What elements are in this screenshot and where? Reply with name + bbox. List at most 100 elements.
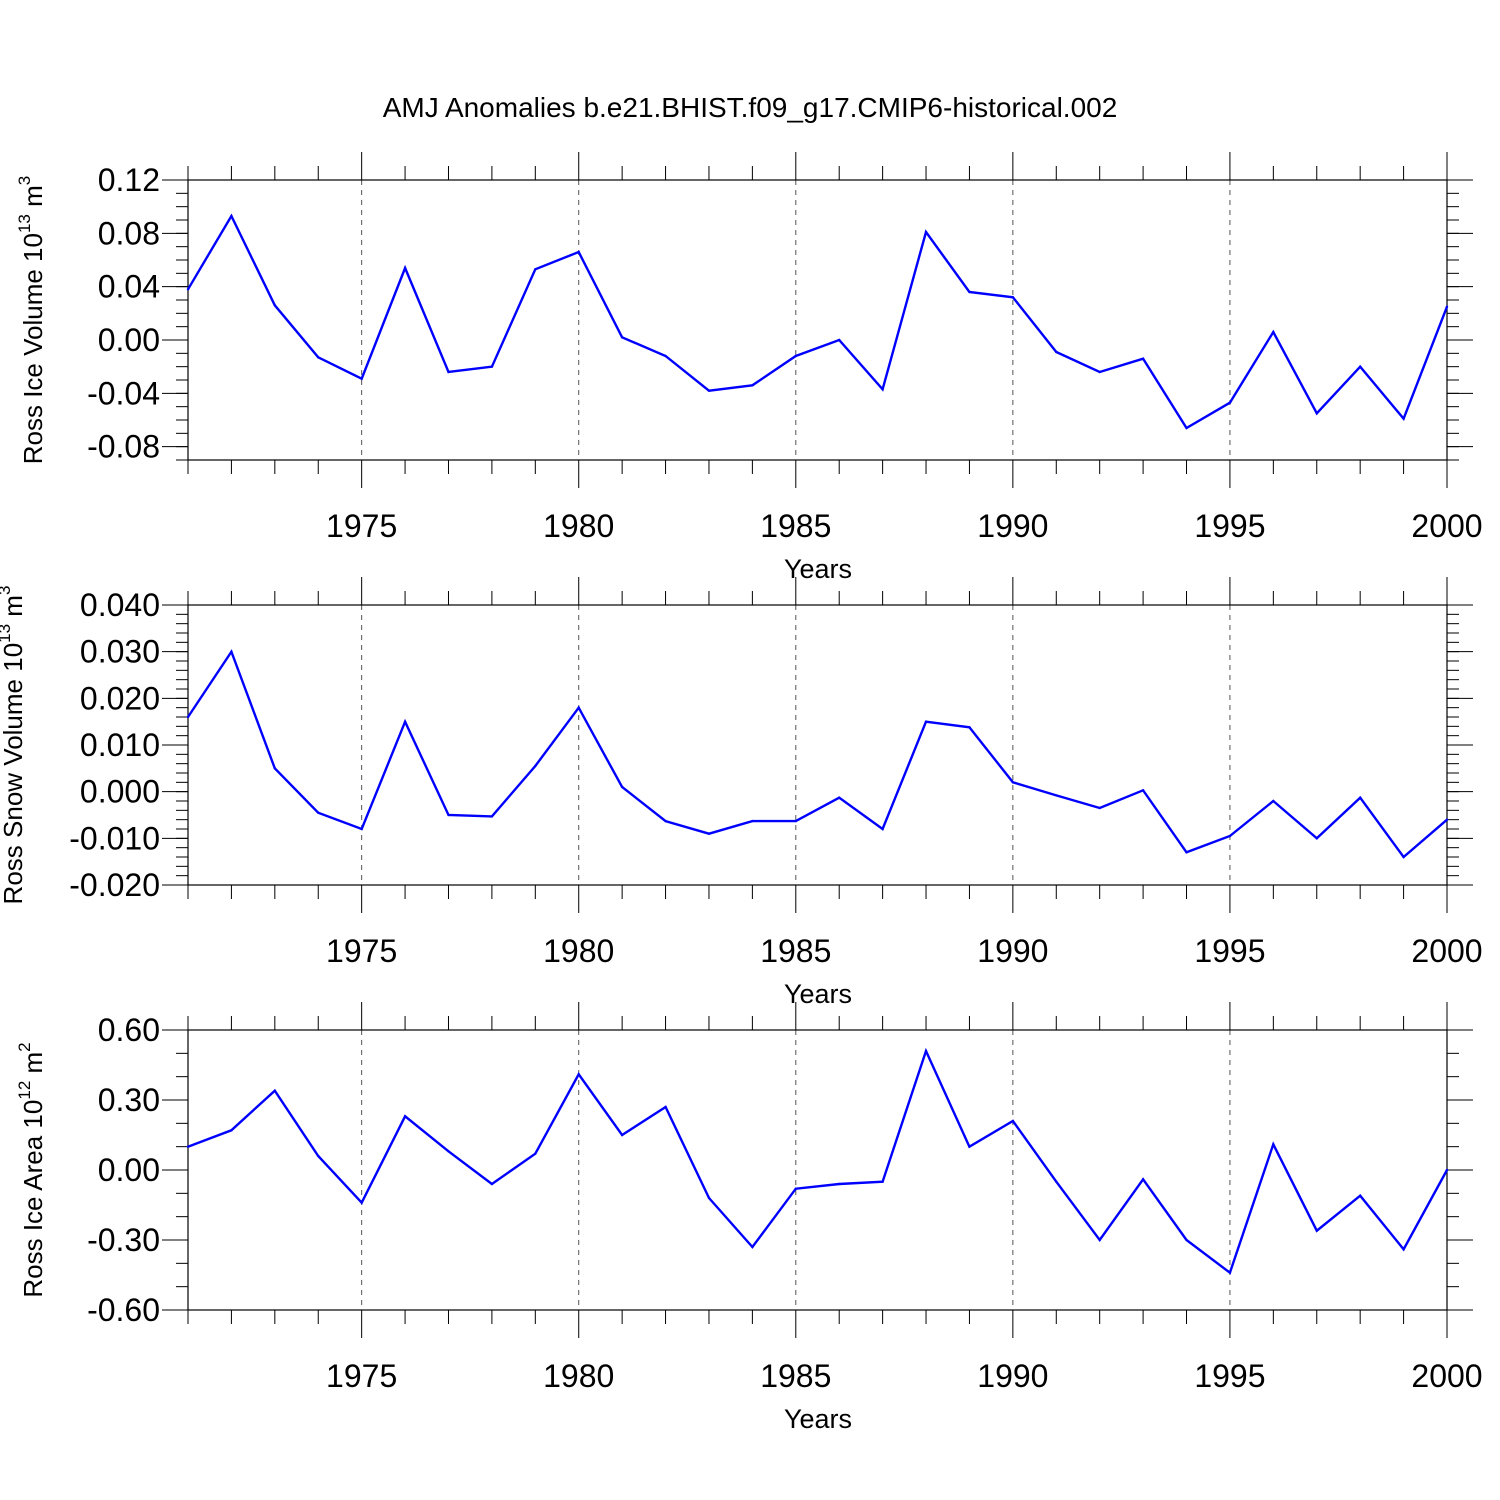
data-point	[620, 1133, 624, 1137]
data-point	[403, 720, 407, 723]
data-point	[707, 389, 711, 392]
data-point	[360, 827, 363, 831]
data-point	[1141, 789, 1145, 792]
data-point	[924, 230, 928, 234]
y-tick-label: 0.00	[98, 1152, 160, 1188]
y-tick-label: -0.020	[69, 867, 160, 903]
x-axis-label: Years	[784, 979, 852, 1009]
data-point	[317, 811, 320, 814]
x-tick-label: 1975	[326, 1358, 397, 1394]
data-point	[881, 827, 884, 831]
data-point	[1358, 796, 1362, 799]
data-point	[1055, 1180, 1058, 1183]
y-tick-label: 0.030	[80, 634, 160, 670]
data-point	[838, 338, 841, 342]
data-point	[1315, 1229, 1318, 1232]
data-point	[447, 1150, 450, 1153]
y-tick-label: -0.30	[87, 1222, 160, 1258]
series-line	[187, 649, 1448, 859]
y-axis-label: Ross Ice Area 1012 m2	[15, 1042, 48, 1297]
y-tick-label: 0.12	[98, 162, 160, 198]
data-point	[1011, 1119, 1015, 1123]
x-axis-label: Years	[784, 554, 852, 584]
data-point	[1402, 855, 1405, 859]
data-point	[317, 356, 320, 359]
data-point	[968, 1145, 971, 1148]
data-point	[707, 832, 711, 835]
y-tick-label: 0.04	[98, 269, 160, 305]
data-point	[534, 764, 537, 768]
x-tick-label: 1975	[326, 933, 397, 969]
y-tick-label: 0.00	[98, 322, 160, 358]
data-point	[1228, 1271, 1232, 1274]
data-point	[1315, 837, 1318, 840]
y-tick-label: -0.04	[87, 375, 160, 411]
data-point	[317, 1154, 320, 1158]
data-point	[881, 1180, 884, 1183]
data-point	[577, 1073, 580, 1076]
data-point	[447, 813, 450, 817]
data-point	[968, 290, 971, 294]
data-point	[1228, 401, 1232, 404]
data-point	[490, 815, 494, 818]
x-tick-label: 1990	[977, 508, 1048, 544]
chart-title: AMJ Anomalies b.e21.BHIST.f09_g17.CMIP6-…	[383, 92, 1118, 123]
data-point	[186, 715, 190, 719]
data-point	[360, 1201, 363, 1204]
x-tick-label: 1995	[1194, 1358, 1265, 1394]
data-point	[1272, 330, 1275, 334]
data-point	[1098, 806, 1101, 810]
data-point	[1228, 834, 1232, 838]
y-tick-label: -0.60	[87, 1292, 160, 1328]
y-tick-label: 0.000	[80, 774, 160, 810]
data-point	[1315, 412, 1318, 415]
data-point	[1445, 1168, 1449, 1172]
y-tick-label: 0.08	[98, 215, 160, 251]
data-point	[490, 365, 494, 368]
data-point	[794, 354, 797, 358]
data-point	[1272, 1143, 1275, 1146]
data-point	[664, 1105, 667, 1109]
data-point	[186, 288, 190, 291]
x-tick-label: 1990	[977, 1358, 1048, 1394]
y-tick-label: 0.60	[98, 1012, 160, 1048]
data-point	[838, 796, 841, 799]
x-tick-label: 1985	[760, 933, 831, 969]
data-point	[186, 1145, 190, 1148]
data-point	[1358, 365, 1362, 368]
data-point	[1402, 417, 1405, 420]
data-point	[707, 1196, 711, 1200]
data-point	[620, 785, 624, 789]
data-point	[1141, 357, 1145, 360]
data-point	[1011, 781, 1015, 784]
data-point	[1445, 305, 1449, 308]
data-point	[403, 1115, 407, 1118]
data-point	[664, 819, 667, 823]
y-tick-label: 0.010	[80, 727, 160, 763]
data-point	[751, 819, 754, 823]
x-tick-label: 1985	[760, 508, 831, 544]
data-point	[968, 726, 971, 729]
data-point	[1011, 296, 1015, 299]
data-point	[1185, 426, 1188, 430]
data-point	[1272, 799, 1275, 803]
data-point	[1358, 1194, 1362, 1197]
data-point	[1141, 1178, 1145, 1181]
data-point	[273, 304, 277, 307]
plot-frame	[187, 604, 1448, 886]
x-tick-label: 1995	[1194, 933, 1265, 969]
data-point	[490, 1182, 494, 1186]
x-tick-label: 1980	[543, 1358, 614, 1394]
data-point	[794, 1187, 797, 1190]
data-point	[1098, 1238, 1101, 1242]
data-point	[1055, 350, 1058, 354]
x-tick-label: 2000	[1411, 1358, 1482, 1394]
data-point	[230, 1129, 233, 1132]
data-point	[1098, 370, 1101, 374]
data-point	[273, 767, 277, 770]
y-tick-label: 0.020	[80, 680, 160, 716]
data-point	[534, 268, 537, 271]
x-tick-label: 1980	[543, 508, 614, 544]
x-tick-label: 1985	[760, 1358, 831, 1394]
